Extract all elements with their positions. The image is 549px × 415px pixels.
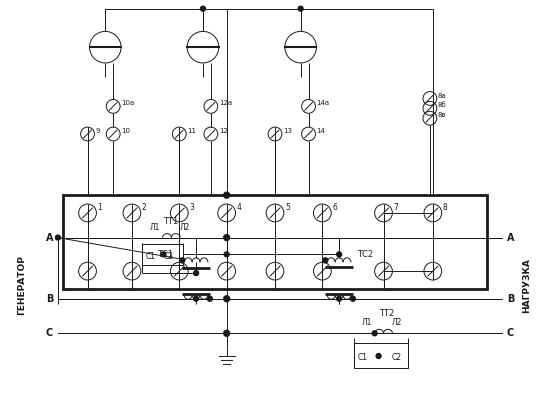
Text: 8: 8 xyxy=(442,203,447,212)
Circle shape xyxy=(323,258,328,263)
Circle shape xyxy=(55,235,60,240)
Text: 6: 6 xyxy=(332,203,337,212)
Text: 3: 3 xyxy=(189,203,194,212)
Text: 12: 12 xyxy=(219,128,228,134)
Text: 7: 7 xyxy=(394,203,398,212)
Text: 14а: 14а xyxy=(316,100,329,106)
Text: ГЕНЕРАТОР: ГЕНЕРАТОР xyxy=(17,256,26,315)
Circle shape xyxy=(337,252,341,257)
Text: Л1: Л1 xyxy=(150,223,160,232)
Text: 9: 9 xyxy=(96,128,100,134)
Bar xyxy=(354,343,408,368)
Text: 8в: 8в xyxy=(438,112,446,118)
Text: 1: 1 xyxy=(97,203,102,212)
Text: 4: 4 xyxy=(237,203,242,212)
Text: 8а: 8а xyxy=(438,93,446,98)
Text: 13: 13 xyxy=(283,128,292,134)
Text: ТТ2: ТТ2 xyxy=(379,308,394,317)
Circle shape xyxy=(223,296,229,302)
Bar xyxy=(63,195,487,289)
Bar xyxy=(142,244,183,265)
Text: 10а: 10а xyxy=(121,100,135,106)
Text: C: C xyxy=(507,328,514,338)
Circle shape xyxy=(208,296,212,301)
Text: B: B xyxy=(46,294,53,304)
Text: A: A xyxy=(46,232,53,243)
Text: 2: 2 xyxy=(142,203,147,212)
Text: Л2: Л2 xyxy=(180,223,189,232)
Text: ТС1: ТС1 xyxy=(156,250,173,259)
Circle shape xyxy=(223,330,229,336)
Circle shape xyxy=(337,296,341,301)
Text: 5: 5 xyxy=(285,203,290,212)
Text: 14: 14 xyxy=(316,128,326,134)
Text: 8б: 8б xyxy=(438,103,446,108)
Circle shape xyxy=(372,331,377,336)
Circle shape xyxy=(350,296,355,301)
Text: B: B xyxy=(507,294,514,304)
Text: A: A xyxy=(507,232,514,243)
Text: 12а: 12а xyxy=(219,100,232,106)
Circle shape xyxy=(298,6,303,11)
Text: C: C xyxy=(46,328,53,338)
Circle shape xyxy=(194,296,199,301)
Circle shape xyxy=(180,258,184,263)
Circle shape xyxy=(376,354,381,359)
Text: С1: С1 xyxy=(145,252,156,261)
Text: ТТ1: ТТ1 xyxy=(164,217,179,226)
Text: Л2: Л2 xyxy=(391,318,402,327)
Circle shape xyxy=(161,252,166,257)
Text: С2: С2 xyxy=(164,252,173,261)
Circle shape xyxy=(223,192,229,198)
Circle shape xyxy=(200,6,205,11)
Circle shape xyxy=(223,234,229,241)
Text: 11: 11 xyxy=(187,128,196,134)
Text: ТС2: ТС2 xyxy=(357,250,373,259)
Text: С1: С1 xyxy=(358,353,368,362)
Text: С2: С2 xyxy=(391,353,401,362)
Text: 10: 10 xyxy=(121,128,130,134)
Circle shape xyxy=(194,271,199,276)
Circle shape xyxy=(224,252,229,257)
Text: НАГРУЗКА: НАГРУЗКА xyxy=(522,258,531,313)
Text: Л1: Л1 xyxy=(362,318,372,327)
